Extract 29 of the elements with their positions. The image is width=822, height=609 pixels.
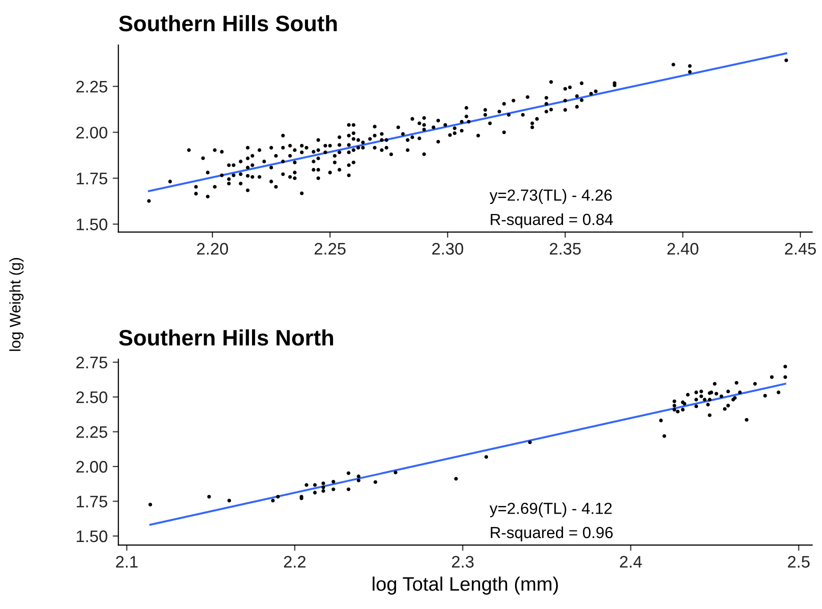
x-tick-label: 2.35 — [550, 242, 581, 255]
annotation: R-squared = 0.96 — [490, 526, 613, 542]
x-tick-label: 2.40 — [667, 242, 698, 255]
y-tick-label: 1.75 — [76, 172, 108, 184]
x-tick-label: 2.4 — [620, 556, 642, 568]
x-tick-label: 2.1 — [116, 556, 138, 568]
annotation: y=2.73(TL) - 4.26 — [490, 189, 612, 204]
x-tick-label: 2.3 — [452, 556, 474, 568]
chart-title: Southern Hills North — [119, 329, 334, 346]
x-tick-label: 2.45 — [785, 242, 816, 255]
x-tick-label: 2.25 — [314, 242, 346, 255]
chart-title: Southern Hills South — [119, 15, 337, 32]
x-tick-label: 2.20 — [197, 242, 228, 255]
y-tick-label: 2.50 — [76, 391, 108, 404]
y-tick-label: 2.25 — [76, 426, 108, 438]
y-tick-label: 1.75 — [76, 496, 108, 508]
y-tick-label: 1.50 — [76, 530, 108, 542]
x-axis-title: log Total Length (mm) — [372, 576, 558, 595]
x-tick-label: 2.2 — [284, 556, 306, 568]
x-tick-label: 2.5 — [788, 556, 810, 568]
y-tick-label: 2.25 — [76, 80, 108, 93]
x-tick-label: 2.30 — [432, 242, 464, 255]
y-tick-label: 2.00 — [76, 460, 108, 473]
y-tick-label: 2.00 — [76, 126, 108, 139]
y-tick-label: 2.75 — [76, 356, 108, 368]
y-tick-label: 1.50 — [76, 218, 108, 230]
y-axis-title: log Weight (g) — [9, 258, 24, 351]
annotation: R-squared = 0.84 — [490, 213, 613, 228]
annotation: y=2.69(TL) - 4.12 — [490, 502, 612, 518]
